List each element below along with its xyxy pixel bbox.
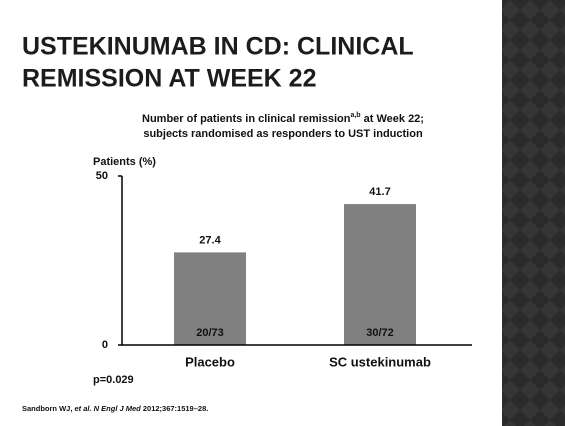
x-tick-label: Placebo [185,354,235,369]
footnote: Sandborn WJ, et al. N Engl J Med 2012;36… [22,404,208,413]
superscript: a,b [350,112,360,119]
title: USTEKINUMAB IN CD: CLINICAL [22,33,414,61]
bar-label: 20/73 [196,327,224,339]
subtitle-text: Number of patients in clinical remission [142,113,351,125]
annotation: p=0.029 [93,374,134,386]
title: REMISSION AT WEEK 22 [22,65,316,93]
y-tick-label: 50 [96,170,108,182]
footnote-text: et al. N Engl J Med [75,404,142,413]
y-tick-label: 0 [102,339,108,351]
side-strip [502,0,565,426]
bar [344,204,416,345]
subtitle: subjects randomised as responders to UST… [143,128,423,140]
subtitle: Number of patients in clinical remission… [142,112,424,125]
subtitle-text: at Week 22; [361,113,424,125]
y-axis-label: Patients (%) [93,156,156,168]
footnote-text: Sandborn WJ, [22,404,75,413]
footnote-text: 2012;367:1519–28. [141,404,209,413]
bar-label: 30/72 [366,327,394,339]
x-tick-label: SC ustekinumab [329,354,431,369]
value-label: 41.7 [369,186,390,198]
bar [174,252,246,345]
value-label: 27.4 [199,234,221,246]
